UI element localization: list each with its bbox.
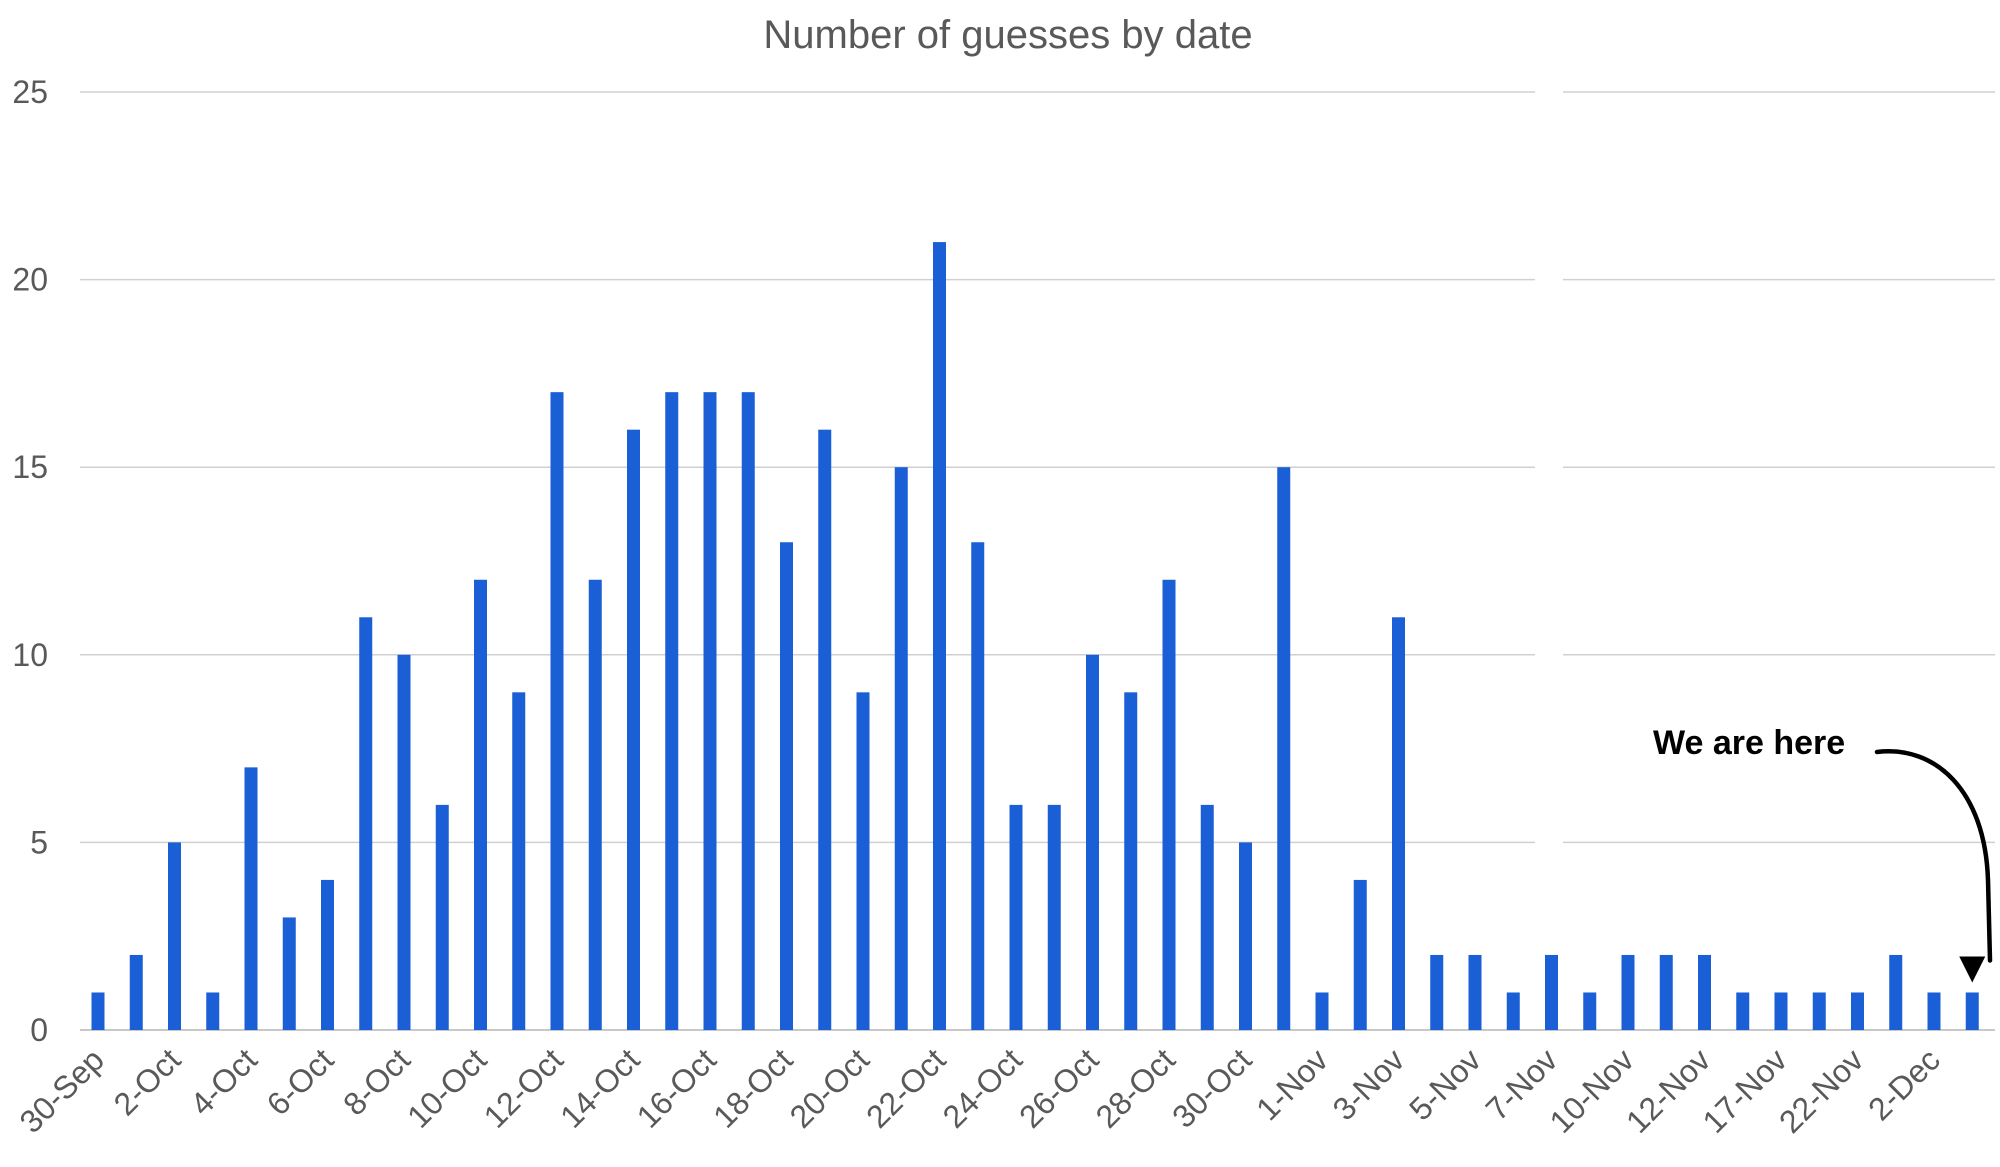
y-tick-label: 20: [12, 262, 48, 298]
bar-18-Oct: [780, 542, 793, 1030]
bar-28-Oct: [1162, 579, 1176, 1030]
bar-30-Oct: [1239, 842, 1252, 1030]
bar-layer: [91, 242, 1979, 1030]
x-tick-label: 2-Oct: [107, 1041, 188, 1122]
x-tick-label: 26-Oct: [1012, 1041, 1105, 1134]
annotation-arrow: [1874, 749, 1993, 963]
x-tick-label: 2-Dec: [1861, 1041, 1947, 1127]
bar-23-Oct: [971, 542, 985, 1030]
bar-16-Nov: [1736, 992, 1750, 1030]
chart-title: Number of guesses by date: [763, 13, 1252, 57]
bar-20-Oct: [856, 692, 870, 1030]
x-tick-label: 22-Oct: [859, 1041, 952, 1134]
x-tick-label: 12-Oct: [477, 1041, 570, 1134]
bar-18-Nov: [1812, 992, 1826, 1030]
bar-10-Nov: [1621, 954, 1635, 1030]
bar-31-Oct: [1277, 467, 1291, 1030]
y-tick-label: 5: [30, 824, 48, 860]
bar-16-Oct: [703, 392, 717, 1030]
x-tick-label: 1-Nov: [1249, 1041, 1335, 1127]
grid-layer: [80, 91, 1995, 1031]
x-tick-label: 22-Nov: [1772, 1041, 1870, 1139]
bar-1-Oct: [129, 954, 143, 1030]
x-axis-tick-labels: 30-Sep2-Oct4-Oct6-Oct8-Oct10-Oct12-Oct14…: [13, 1041, 1947, 1139]
bar-4-Nov: [1430, 954, 1444, 1030]
bar-29-Oct: [1200, 804, 1214, 1030]
bar-2-Oct: [168, 842, 181, 1030]
bar-5-Oct: [282, 917, 296, 1030]
bar-17-Oct: [741, 392, 755, 1030]
bar-6-Nov: [1506, 992, 1520, 1030]
x-tick-label: 10-Oct: [400, 1041, 493, 1134]
bar-5-Nov: [1468, 954, 1482, 1030]
x-tick-label: 18-Oct: [706, 1041, 799, 1134]
bar-25-Oct: [1047, 804, 1061, 1030]
bar-30-Sep: [91, 992, 105, 1030]
bar-9-Nov: [1583, 992, 1597, 1030]
bar-9-Oct: [435, 804, 449, 1030]
bar-11-Nov: [1659, 954, 1673, 1030]
x-tick-label: 6-Oct: [260, 1041, 341, 1122]
bar-24-Oct: [1009, 804, 1023, 1030]
bar-27-Oct: [1124, 692, 1138, 1030]
x-tick-label: 30-Sep: [13, 1041, 111, 1139]
x-tick-label: 4-Oct: [183, 1041, 264, 1122]
bar-3-Nov: [1392, 617, 1405, 1030]
bar-14-Oct: [627, 429, 640, 1030]
x-tick-label: 5-Nov: [1402, 1041, 1488, 1127]
annotation: We are here: [1653, 724, 1993, 983]
x-tick-label: 24-Oct: [936, 1041, 1029, 1134]
bar-17-Nov: [1774, 992, 1788, 1030]
bar-7-Nov: [1545, 954, 1558, 1030]
y-tick-label: 0: [30, 1012, 48, 1048]
x-tick-label: 30-Oct: [1165, 1041, 1258, 1134]
bar-3-Oct: [206, 992, 220, 1030]
x-tick-label: 14-Oct: [553, 1041, 646, 1134]
bar-13-Oct: [588, 579, 602, 1030]
y-tick-label: 25: [12, 74, 48, 110]
bar-7-Oct: [359, 617, 373, 1030]
bar-6-Oct: [321, 879, 334, 1030]
bar-15-Oct: [665, 392, 679, 1030]
bar-2-Dec: [1927, 992, 1941, 1030]
x-tick-label: 28-Oct: [1089, 1041, 1182, 1134]
bar-22-Oct: [933, 242, 946, 1030]
bar-12-Nov: [1698, 954, 1711, 1030]
bar-2-Nov: [1353, 879, 1367, 1030]
annotation-text: We are here: [1653, 724, 1845, 762]
bar-4-Dec: [1965, 992, 1979, 1030]
bar-11-Oct: [512, 692, 526, 1030]
bar-10-Oct: [474, 579, 487, 1030]
bar-21-Oct: [894, 467, 908, 1030]
bar-1-Nov: [1315, 992, 1329, 1030]
y-tick-label: 15: [12, 449, 48, 485]
y-axis-tick-labels: 0 5 10 15 20 25: [12, 74, 48, 1048]
bar-30-Nov: [1889, 954, 1903, 1030]
bar-22-Nov: [1851, 992, 1864, 1030]
bar-19-Oct: [818, 429, 832, 1030]
x-tick-label: 16-Oct: [630, 1041, 723, 1134]
y-tick-label: 10: [12, 637, 48, 673]
bar-8-Oct: [397, 654, 411, 1030]
x-tick-label: 17-Nov: [1696, 1041, 1794, 1139]
bar-26-Oct: [1086, 654, 1099, 1030]
bar-12-Oct: [550, 392, 564, 1030]
x-tick-label: 20-Oct: [783, 1041, 876, 1134]
x-tick-label: 12-Nov: [1619, 1041, 1717, 1139]
annotation-arrowhead: [1959, 956, 1986, 983]
x-tick-label: 10-Nov: [1543, 1041, 1641, 1139]
x-tick-label: 3-Nov: [1326, 1041, 1412, 1127]
bar-4-Oct: [244, 767, 258, 1030]
